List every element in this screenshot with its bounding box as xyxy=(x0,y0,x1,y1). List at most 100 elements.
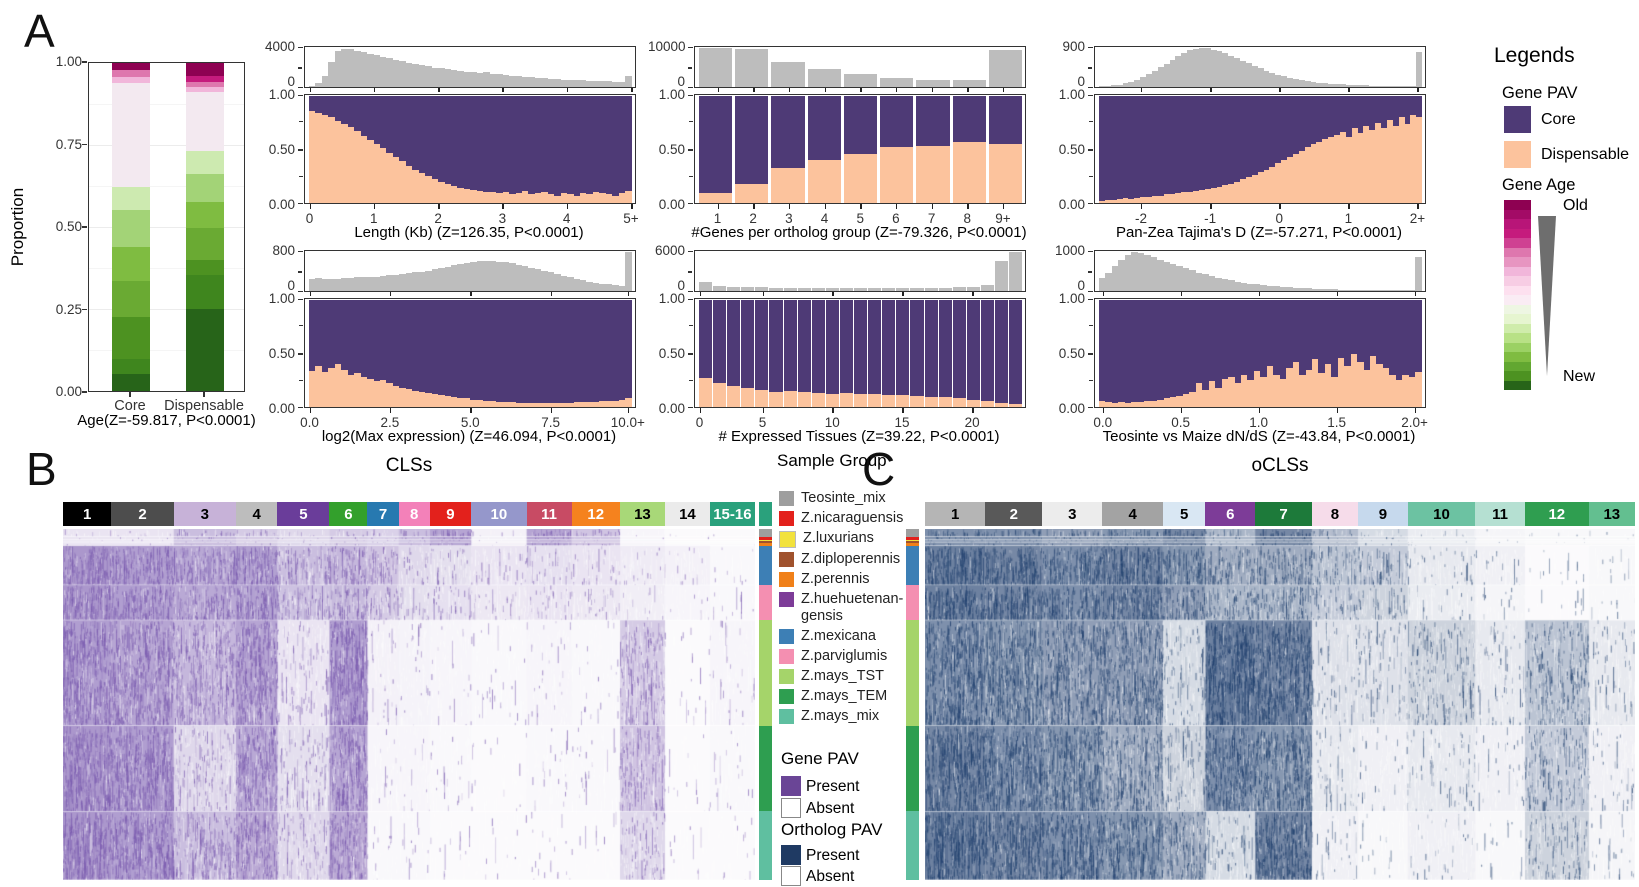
prop-column xyxy=(599,96,606,203)
hist-bar xyxy=(1169,59,1176,87)
x-tick xyxy=(1210,204,1212,209)
axis-tick xyxy=(82,226,87,228)
dispensable-area xyxy=(1337,357,1345,407)
hist-bar xyxy=(1370,290,1377,291)
hist-ymax-label: 10000 xyxy=(648,39,686,54)
hist-bar xyxy=(783,287,797,291)
prop-column xyxy=(727,300,741,407)
hist-bar xyxy=(1386,85,1393,87)
x-tick-label: 10.0+ xyxy=(610,415,645,430)
prop-column xyxy=(1222,96,1229,203)
x-tick xyxy=(860,88,862,92)
age-gradient-step xyxy=(1504,323,1531,333)
dispensable-area xyxy=(966,399,980,407)
x-tick-label: 6 xyxy=(892,211,900,226)
prop-column xyxy=(1134,96,1141,203)
core-age-bar xyxy=(112,63,150,391)
hist-bar xyxy=(1140,77,1146,87)
dispensable-area xyxy=(315,113,322,203)
x-tick-label: 1 xyxy=(370,211,378,226)
age-segment xyxy=(112,373,150,391)
oclss-cluster-6: 6 xyxy=(1205,502,1256,526)
hist-bar xyxy=(1402,290,1409,291)
age-segment xyxy=(112,281,150,318)
dispensable-area xyxy=(1269,166,1276,203)
prop-column xyxy=(625,300,632,407)
axis-tick xyxy=(298,290,303,292)
hist-bar xyxy=(528,77,535,87)
mini-panel-max_expression: 800 0 1.00 0.50 0.00 0.0 2.5 5.0 7.5 10.0+ log2(Ma… xyxy=(258,243,645,446)
dispensable-area xyxy=(880,147,914,203)
dispensable-area xyxy=(1375,122,1381,203)
row-group-Z.mays_TST xyxy=(906,620,919,726)
hist-bar xyxy=(412,63,419,87)
row-group-Z.nicaraguensis xyxy=(906,536,919,540)
x-tick xyxy=(470,292,472,296)
axis-tick xyxy=(298,67,302,69)
dispensable-area xyxy=(741,387,755,407)
gene-pav-present-swatch xyxy=(781,776,801,796)
dispensable-area xyxy=(444,183,451,203)
hist-bar xyxy=(605,284,613,291)
prop-column xyxy=(367,300,374,407)
dispensable-area xyxy=(916,146,950,203)
clss-cluster-3: 3 xyxy=(173,502,236,526)
prop-column xyxy=(1234,96,1240,203)
dispensable-area xyxy=(1099,400,1106,407)
axis-tick xyxy=(1089,324,1093,327)
prop-column xyxy=(1386,96,1393,203)
age-gradient-step xyxy=(1504,361,1531,371)
hist-bar xyxy=(1369,85,1376,87)
prop-column xyxy=(1281,96,1287,203)
hist-bar xyxy=(910,288,924,291)
prop-column xyxy=(567,300,574,407)
prop-column xyxy=(1240,300,1248,407)
prop-column xyxy=(528,96,535,203)
gridline-major xyxy=(89,227,244,228)
x-tick xyxy=(1414,408,1417,413)
dispensable-area xyxy=(354,131,361,203)
Z.perennis-swatch xyxy=(779,572,794,587)
dispensable-area xyxy=(425,393,432,407)
x-tick xyxy=(1348,88,1350,92)
prop-column xyxy=(483,96,490,203)
x-tick-label: 2+ xyxy=(1409,211,1426,226)
age-segment xyxy=(112,210,150,248)
row-group-Z.perennis xyxy=(759,543,772,546)
hist-bar xyxy=(988,49,1022,87)
x-tick-label: 0 xyxy=(695,415,704,430)
dispensable-area xyxy=(515,402,522,407)
dispensable-area xyxy=(1169,397,1177,407)
dispensable-area xyxy=(354,372,361,407)
hist-bar xyxy=(521,266,529,291)
prop-column xyxy=(938,300,952,407)
dispensable-area xyxy=(1263,169,1270,203)
dispensable-label: Dispensable xyxy=(1541,146,1630,163)
x-tick-label: 0.0 xyxy=(300,415,319,430)
proportion-box xyxy=(694,94,1026,204)
hist-ymax-label: 4000 xyxy=(264,39,295,54)
dispensable-area xyxy=(567,194,574,203)
prop-column xyxy=(379,96,387,203)
x-tick xyxy=(902,292,904,296)
prop-column xyxy=(966,300,980,407)
dispensable-area xyxy=(1339,132,1346,203)
prop-column xyxy=(1247,300,1254,407)
hist-bar xyxy=(328,279,335,291)
age-gradient-step xyxy=(1504,333,1531,343)
axis-tick xyxy=(1089,175,1093,178)
dispensable-area xyxy=(1350,353,1358,407)
prop-column xyxy=(586,96,593,203)
dispensable-area xyxy=(560,193,568,203)
dispensable-area xyxy=(612,400,619,407)
dispensable-area xyxy=(483,192,490,203)
dispensable-area xyxy=(580,401,587,407)
prop-column xyxy=(412,96,419,203)
dispensable-area xyxy=(1328,136,1334,203)
hist-bar xyxy=(1281,76,1287,87)
prop-column xyxy=(567,96,574,203)
dispensable-area xyxy=(1131,401,1138,407)
dispensable-area xyxy=(599,400,606,407)
dispensable-area xyxy=(470,399,477,407)
prop-column xyxy=(328,96,335,203)
